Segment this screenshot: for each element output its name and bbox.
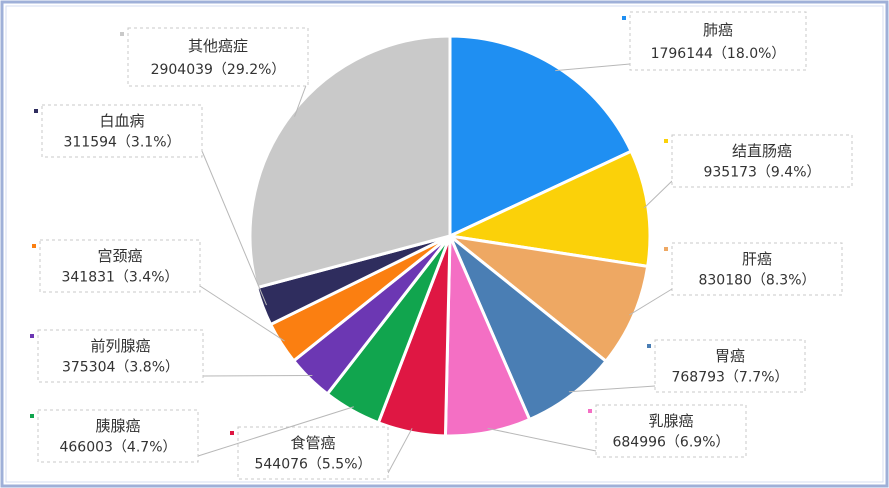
label-marker (32, 244, 36, 248)
slice-name: 其他癌症 (188, 37, 248, 55)
label-marker (647, 344, 651, 348)
slice-name: 食管癌 (290, 434, 335, 452)
label-marker (120, 32, 124, 36)
label-box (595, 404, 747, 458)
slice-value-label: 768793（7.7%） (671, 369, 788, 385)
slice-value-label: 341831（3.4%） (61, 269, 178, 285)
slice-value-label: 466003（4.7%） (59, 439, 176, 455)
frame-inner (5, 5, 884, 483)
pie-slice (448, 34, 634, 239)
leader-line (487, 427, 597, 452)
slice-name: 乳腺癌 (648, 412, 693, 430)
pie-slice (448, 234, 609, 422)
label-marker (664, 139, 668, 143)
slice-value-label: 544076（5.5%） (254, 456, 371, 472)
label-box (39, 239, 201, 293)
leader-line (387, 428, 413, 474)
leader-line (629, 288, 673, 316)
pie-slice (248, 34, 452, 290)
slice-name: 胃癌 (715, 347, 745, 365)
label-marker (34, 109, 38, 113)
slice-value-label: 311594（3.1%） (63, 134, 180, 150)
slice-name: 胰腺癌 (95, 417, 140, 435)
leader-line (568, 385, 656, 393)
leader-line (201, 150, 268, 306)
leader-line (199, 285, 285, 342)
label-box (654, 339, 806, 393)
label-marker (30, 414, 34, 418)
label-marker (588, 409, 592, 413)
label-box (671, 242, 843, 296)
leader-line (197, 406, 354, 457)
slice-value-label: 684996（6.9%） (612, 434, 729, 450)
label-marker (622, 16, 626, 20)
label-box (671, 134, 853, 188)
slice-name: 结直肠癌 (732, 142, 792, 160)
slice-value-label: 2904039（29.2%） (151, 62, 286, 78)
label-box (37, 329, 204, 383)
slice-value-label: 830180（8.3%） (698, 272, 815, 288)
pie-slice (444, 149, 652, 269)
slice-name: 白血病 (99, 112, 144, 130)
label-marker (230, 431, 234, 435)
label-box (127, 27, 309, 87)
label-marker (664, 247, 668, 251)
slice-name: 宫颈癌 (97, 247, 142, 265)
slice-value-label: 1796144（18.0%） (651, 46, 786, 62)
label-marker (30, 334, 34, 338)
pie-slice (444, 233, 650, 364)
leader-line (555, 63, 631, 72)
label-box (629, 11, 807, 71)
label-box (41, 104, 203, 158)
slice-name: 肝癌 (742, 250, 772, 268)
slice-value-label: 375304（3.8%） (62, 359, 179, 375)
slice-name: 肺癌 (703, 21, 733, 39)
slice-name: 前列腺癌 (90, 337, 150, 355)
leader-line (643, 180, 673, 209)
label-box (37, 409, 199, 463)
slice-value-label: 935173（9.4%） (703, 164, 820, 180)
